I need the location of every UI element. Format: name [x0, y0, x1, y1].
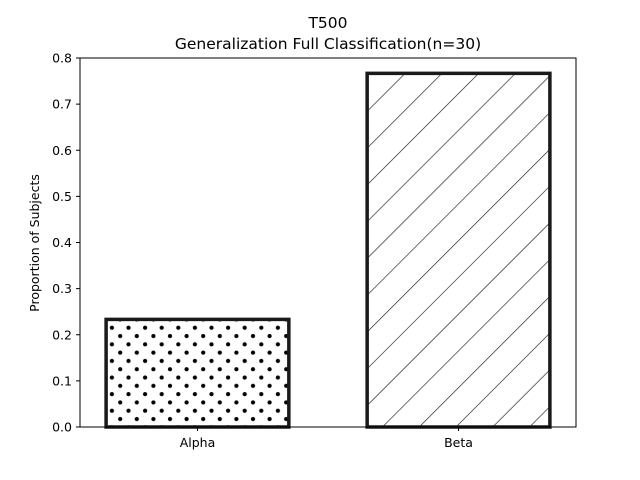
x-axis: Alpha Beta: [180, 427, 473, 450]
y-tick-label: 0.0: [52, 420, 72, 435]
y-tick-label: 0.2: [52, 327, 72, 342]
x-tick-label: Beta: [444, 435, 473, 450]
bar-beta: [365, 71, 552, 429]
y-axis-label: Proportion of Subjects: [27, 174, 42, 312]
y-tick-label: 0.1: [52, 373, 72, 388]
y-tick-label: 0.5: [52, 189, 72, 204]
y-tick-label: 0.8: [52, 51, 72, 66]
y-tick-label: 0.6: [52, 143, 72, 158]
y-axis: 0.0 0.1 0.2 0.3 0.4 0.5 0.6 0.7 0.8: [52, 51, 80, 435]
y-tick-label: 0.7: [52, 97, 72, 112]
plot-frame: [79, 57, 577, 428]
chart-title: T500: [307, 14, 347, 32]
chart-subtitle: Generalization Full Classification(n=30): [175, 35, 481, 53]
x-tick-label: Alpha: [180, 435, 216, 450]
bars-layer: [104, 71, 552, 429]
y-tick-label: 0.4: [52, 235, 72, 250]
bar-alpha: [104, 317, 291, 429]
y-tick-label: 0.3: [52, 281, 72, 296]
